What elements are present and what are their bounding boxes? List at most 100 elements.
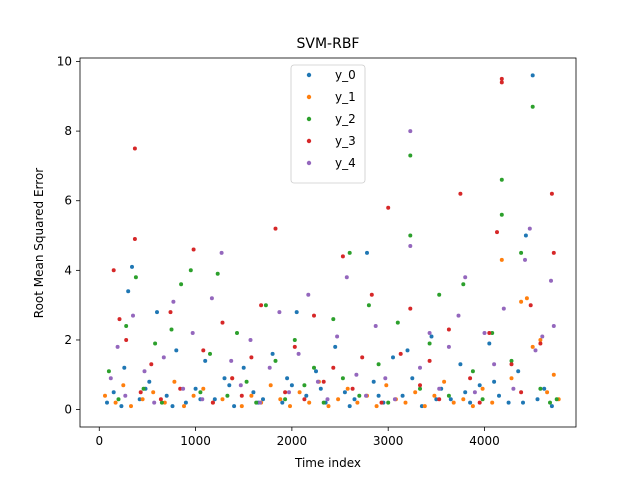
point-y_2-26: [347, 250, 352, 255]
point-y_3-49: [551, 250, 556, 255]
x-axis-label: Time index: [294, 456, 361, 470]
point-y_1-44: [524, 296, 529, 301]
point-y_0-17: [251, 390, 256, 395]
legend: y_0 y_1 y_2 y_3 y_4: [290, 64, 366, 184]
point-y_0-46: [523, 233, 528, 238]
point-y_3-29: [379, 400, 384, 405]
point-y_2-0: [106, 369, 111, 374]
point-y_3-2: [124, 338, 129, 342]
point-y_0-4: [130, 264, 134, 269]
legend-marker-y_4: [306, 160, 312, 166]
axes-frame: [79, 57, 577, 428]
point-y_4-44: [523, 257, 527, 262]
point-y_3-7: [158, 397, 163, 402]
point-y_1-4: [140, 397, 145, 402]
point-y_2-27: [357, 393, 362, 398]
legend-label-y_2: y_2: [335, 112, 356, 126]
point-y_0-22: [294, 310, 299, 315]
point-y_4-17: [267, 365, 272, 370]
point-y_0-23: [304, 393, 309, 398]
point-y_0-64: [492, 379, 497, 384]
point-y_0-36: [429, 334, 434, 339]
point-y_2-30: [386, 400, 391, 405]
point-y_4-47: [540, 334, 545, 339]
point-y_1-24: [336, 397, 341, 402]
series-y_2: [106, 104, 559, 405]
point-y_1-31: [403, 400, 408, 405]
point-y_2-32: [408, 153, 413, 158]
y-tick-label: 2: [64, 333, 72, 347]
point-y_2-37: [446, 393, 451, 398]
point-y_4-11: [209, 296, 214, 301]
point-y_2-5: [153, 341, 158, 346]
point-y_1-41: [499, 257, 504, 262]
point-y_1-45: [530, 344, 535, 349]
point-y_3-27: [360, 355, 365, 360]
point-y_0-62: [434, 397, 439, 402]
point-y_0-7: [155, 310, 159, 315]
point-y_1-38: [470, 404, 475, 409]
point-y_0-60: [376, 393, 381, 398]
point-y_3-21: [302, 397, 307, 402]
point-y_2-24: [331, 317, 336, 322]
point-y_0-13: [212, 397, 217, 402]
point-y_2-42: [499, 177, 504, 182]
point-y_0-51: [122, 365, 127, 370]
point-y_2-48: [548, 400, 552, 405]
point-y_0-20: [280, 400, 285, 405]
point-y_2-25: [340, 376, 345, 381]
point-y_1-14: [239, 404, 244, 409]
point-y_3-38: [468, 376, 473, 381]
y-tick-label: 4: [64, 263, 72, 277]
point-y_4-32: [408, 244, 413, 248]
point-y_1-32: [413, 390, 418, 395]
point-y_3-25: [340, 254, 345, 259]
series-y_3: [111, 76, 556, 405]
point-y_4-22: [315, 379, 320, 384]
point-y_3-46: [528, 303, 533, 308]
x-tick-label: 4000: [469, 434, 500, 448]
point-y_1-25: [345, 386, 350, 391]
point-y_4-31: [408, 129, 413, 134]
point-y_2-9: [188, 268, 193, 273]
point-y_2-33: [408, 233, 413, 238]
point-y_2-31: [395, 320, 400, 325]
point-y_4-26: [354, 372, 359, 377]
plot-points: [103, 73, 561, 409]
y-tick-label: 8: [64, 124, 72, 138]
point-y_3-20: [292, 344, 297, 349]
legend-marker-y_1: [306, 94, 312, 100]
point-y_3-45: [519, 390, 524, 395]
point-y_1-40: [490, 400, 495, 405]
point-y_0-33: [400, 393, 405, 398]
point-y_3-24: [331, 365, 336, 370]
point-y_4-20: [296, 351, 301, 356]
point-y_0-5: [137, 397, 142, 402]
point-y_3-0: [111, 268, 116, 273]
point-y_2-1: [116, 397, 121, 402]
legend-marker-y_2: [306, 116, 312, 122]
point-y_4-21: [306, 292, 311, 297]
point-y_2-12: [215, 271, 220, 276]
point-y_0-1: [111, 390, 116, 395]
point-y_1-12: [220, 397, 225, 402]
point-y_4-28: [373, 324, 378, 328]
point-y_4-36: [446, 344, 451, 349]
point-y_1-1: [113, 400, 118, 405]
point-y_1-42: [509, 376, 514, 381]
point-y_1-5: [151, 390, 156, 395]
point-y_4-27: [364, 393, 368, 398]
point-y_0-55: [227, 383, 232, 388]
point-y_3-13: [220, 320, 225, 325]
point-y_4-30: [392, 397, 397, 402]
point-y_0-42: [487, 341, 492, 346]
point-y_1-3: [129, 404, 133, 409]
point-y_3-11: [201, 348, 206, 353]
point-y_3-8: [168, 310, 173, 315]
point-y_0-0: [105, 400, 109, 405]
point-y_1-29: [384, 383, 389, 388]
point-y_4-39: [472, 390, 477, 395]
point-y_1-21: [307, 400, 312, 405]
point-y_3-39: [477, 400, 482, 405]
point-y_4-19: [287, 390, 291, 395]
